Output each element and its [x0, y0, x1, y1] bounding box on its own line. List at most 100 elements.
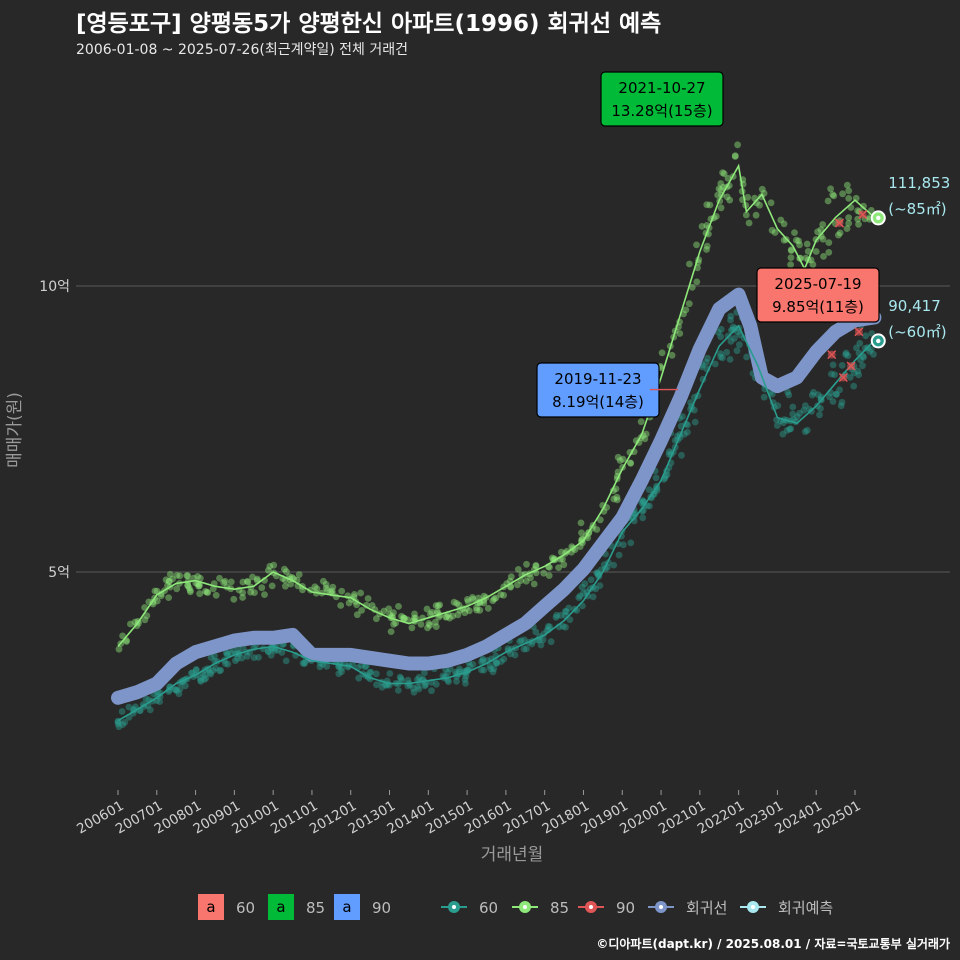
scatter-point [836, 386, 843, 394]
scatter-point [562, 608, 570, 616]
scatter-point [787, 261, 794, 268]
scatter-point [224, 650, 232, 658]
scatter-point [516, 638, 524, 646]
scatter-point [668, 351, 676, 359]
scatter-point [455, 601, 463, 609]
scatter-point [752, 211, 760, 219]
scatter-point [473, 606, 481, 614]
scatter-point [831, 371, 838, 379]
scatter-point [719, 354, 726, 362]
scatter-point [422, 681, 429, 689]
scatter-point [465, 607, 473, 615]
scatter-point [270, 561, 278, 569]
y-tick-label: 10억 [39, 279, 70, 295]
scatter-point [186, 586, 194, 594]
scatter-point [202, 588, 209, 595]
scatter-point [410, 688, 418, 696]
scatter-point [817, 405, 824, 412]
legend: a 60 a 85 a 90 60 85 90 회귀선 회귀예측 [198, 894, 833, 920]
scatter-point [142, 695, 150, 703]
source-credit: ©디아파트(dapt.kr) / 2025.08.01 / 자료=국토교통부 실… [596, 937, 950, 951]
scatter-point [424, 624, 431, 632]
scatter-point [398, 677, 406, 684]
scatter-point [803, 426, 811, 434]
scatter-point [637, 418, 645, 426]
scatter-point [187, 588, 194, 596]
scatter-point [726, 196, 734, 204]
scatter-point [830, 192, 838, 200]
scatter-point [132, 703, 139, 711]
marker-90 [834, 218, 845, 228]
scatter-point [479, 657, 487, 665]
scatter-point [143, 612, 151, 620]
scatter-point [838, 398, 846, 406]
scatter-point [216, 667, 223, 675]
scatter-point [421, 682, 429, 690]
scatter-point [866, 348, 873, 355]
legend-fill-swatch [334, 894, 360, 920]
scatter-point [299, 659, 307, 667]
scatter-point [522, 577, 530, 585]
forecast-unit: (~85㎡) [888, 200, 946, 218]
scatter-point [678, 451, 685, 459]
scatter-point [453, 600, 461, 607]
scatter-point [281, 565, 288, 573]
scatter-point [390, 609, 397, 617]
scatter-point [394, 687, 402, 694]
scatter-point [176, 685, 184, 693]
scatter-point [442, 613, 450, 621]
chart-subtitle: 2006-01-08 ~ 2025-07-26(최근계약일) 전체 거래건 [76, 42, 408, 58]
scatter-point [165, 577, 173, 585]
scatter-point [196, 674, 204, 682]
scatter-point [313, 585, 321, 593]
scatter-point [478, 666, 485, 674]
scatter-point [196, 590, 204, 598]
scatter-point [239, 578, 247, 586]
scatter-point [243, 652, 251, 660]
scatter-point [814, 402, 821, 410]
scatter-point [173, 585, 181, 593]
scatter-point [338, 668, 345, 676]
scatter-point [774, 402, 782, 410]
scatter-point [779, 430, 787, 438]
scatter-point [553, 611, 561, 619]
scatter-point [489, 668, 497, 676]
scatter-point [717, 325, 725, 333]
scatter-point [855, 220, 862, 228]
scatter-point [631, 511, 639, 519]
scatter-point [666, 448, 673, 456]
scatter-point [254, 575, 261, 583]
scatter-point [492, 659, 500, 666]
scatter-point [593, 526, 601, 533]
scatter-point [802, 402, 809, 409]
scatter-point [627, 539, 635, 547]
scatter-point [189, 669, 196, 677]
forecast-value: 90,417 [888, 297, 941, 315]
scatter-point [853, 344, 860, 352]
scatter-point [386, 670, 394, 677]
scatter-point [478, 658, 485, 666]
scatter-point [392, 619, 399, 627]
scatter-point [639, 514, 647, 522]
forecast-value: 111,853 [888, 174, 950, 192]
scatter-point [685, 300, 693, 308]
scatter-point [645, 486, 653, 494]
scatter-point [795, 237, 802, 245]
scatter-point [557, 611, 565, 619]
scatter-point [295, 571, 303, 578]
marker-90 [846, 361, 856, 371]
scatter-point [559, 623, 567, 630]
scatter-point [287, 580, 295, 588]
scatter-point [548, 554, 556, 562]
scatter-point [727, 337, 735, 345]
scatter-point [527, 574, 534, 582]
scatter-point [323, 587, 331, 594]
scatter-point [223, 651, 231, 658]
scatter-points [114, 141, 877, 731]
scatter-point [589, 593, 597, 601]
scatter-point [493, 659, 500, 667]
scatter-point [579, 539, 586, 547]
scatter-point [786, 425, 794, 433]
scatter-point [183, 572, 191, 579]
